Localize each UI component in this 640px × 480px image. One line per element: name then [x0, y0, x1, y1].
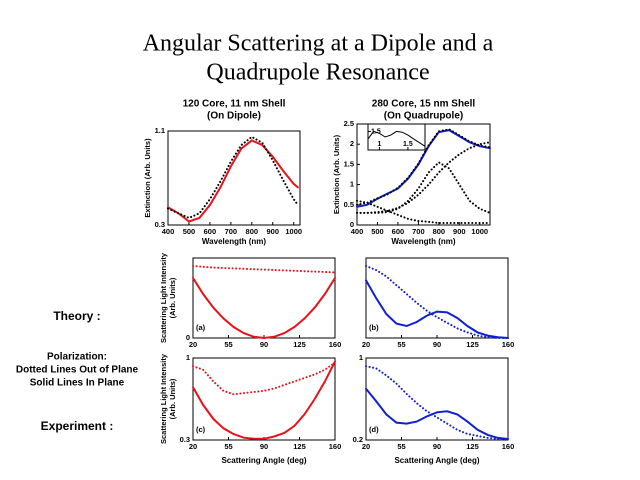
plot-frame	[192, 357, 336, 441]
series-line	[192, 360, 336, 440]
chart-subtitle: (On Quadrupole)	[384, 111, 463, 122]
x-tick-label: 700	[225, 227, 238, 236]
x-axis-label: Scattering Angle (deg)	[221, 456, 306, 465]
y-axis-label: Scattering Light Intensity	[159, 252, 168, 343]
x-tick-label: 600	[204, 227, 217, 236]
chart-title: 120 Core, 11 nm Shell	[183, 99, 286, 110]
y-axis-label: Scattering Light Intensity	[159, 353, 168, 444]
side-label: Polarization:	[47, 352, 107, 363]
x-tick-label: 160	[329, 340, 342, 349]
panel-label: (b)	[369, 323, 379, 332]
y-tick-label: 0	[350, 220, 354, 229]
plot-frame	[365, 357, 509, 441]
chart-title: 280 Core, 15 nm Shell	[372, 99, 476, 110]
x-tick-label: 800	[433, 227, 446, 236]
slide-title: Angular Scattering at a Dipole and a	[143, 31, 494, 57]
y-tick-label: 2	[350, 139, 354, 148]
x-tick-label: 20	[189, 340, 197, 349]
series-line	[365, 279, 509, 339]
x-tick-label: 500	[371, 227, 384, 236]
x-tick-label: 160	[502, 442, 515, 451]
x-tick-label: 90	[433, 340, 441, 349]
plot-frame	[367, 123, 426, 151]
y-axis-label: (Arb. Units)	[168, 378, 177, 419]
x-tick-label: 90	[260, 340, 268, 349]
y-tick-label: 1	[186, 353, 190, 362]
series-line	[356, 199, 491, 224]
series-line	[167, 135, 299, 219]
side-label: Dotted Lines Out of Plane	[16, 365, 139, 376]
x-tick-label: 20	[189, 442, 197, 451]
slide-title: Quadrupole Resonance	[206, 60, 429, 86]
x-tick-label: 90	[433, 442, 441, 451]
x-tick-label: 1.5	[403, 141, 413, 148]
x-tick-label: 900	[453, 227, 466, 236]
series-line	[356, 128, 491, 206]
plot-frame	[167, 130, 301, 226]
x-tick-label: 125	[466, 442, 479, 451]
x-tick-label: 20	[362, 442, 370, 451]
x-tick-label: 700	[412, 227, 425, 236]
x-tick-label: 125	[466, 340, 479, 349]
side-label: Theory :	[53, 309, 100, 323]
series-line	[365, 265, 509, 339]
x-tick-label: 55	[397, 340, 405, 349]
x-tick-label: 160	[329, 442, 342, 451]
side-label: Solid Lines In Plane	[30, 378, 125, 389]
x-tick-label: 160	[502, 340, 515, 349]
x-tick-label: 125	[293, 340, 306, 349]
y-tick-label: 0.3	[155, 220, 165, 229]
y-axis-label: Extinction (Arb. Units)	[332, 134, 341, 214]
series-line	[167, 139, 299, 223]
x-axis-label: Wavelength (nm)	[391, 237, 455, 246]
x-tick-label: 500	[183, 227, 196, 236]
y-tick-label: 1.5	[344, 159, 354, 168]
series-line	[356, 141, 491, 214]
x-tick-label: 1000	[471, 227, 488, 236]
panel-label: (d)	[369, 425, 379, 434]
x-tick-label: 55	[397, 442, 405, 451]
side-label: Experiment :	[41, 419, 114, 433]
series-line	[356, 161, 491, 214]
x-tick-label: 1000	[285, 227, 302, 236]
y-tick-label: 2.5	[344, 119, 354, 128]
series-line	[367, 130, 426, 147]
y-tick-label: 0	[186, 333, 190, 342]
chart-subtitle: (On Dipole)	[207, 111, 261, 122]
x-tick-label: 90	[260, 442, 268, 451]
y-tick-label: 1	[350, 180, 354, 189]
series-line	[192, 277, 336, 340]
x-axis-label: Scattering Angle (deg)	[394, 456, 479, 465]
x-tick-label: 800	[246, 227, 259, 236]
series-line	[365, 365, 509, 441]
series-line	[192, 265, 336, 274]
y-tick-label: 0.3	[180, 435, 190, 444]
x-tick-label: 55	[224, 442, 232, 451]
y-tick-label: 1.1	[155, 126, 165, 135]
series-line	[365, 387, 509, 440]
y-tick-label: 0.5	[344, 200, 354, 209]
x-tick-label: 55	[224, 340, 232, 349]
plot-frame	[365, 257, 509, 339]
x-tick-label: 900	[267, 227, 280, 236]
x-tick-label: 20	[362, 340, 370, 349]
x-tick-label: 600	[392, 227, 405, 236]
x-axis-label: Wavelength (nm)	[202, 237, 266, 246]
panel-label: (a)	[196, 323, 206, 332]
x-tick-label: 400	[162, 227, 175, 236]
x-tick-label: 125	[293, 442, 306, 451]
y-tick-label: 1	[359, 353, 363, 362]
y-axis-label: Extinction (Arb. Units)	[143, 138, 152, 218]
x-tick-label: 400	[351, 227, 364, 236]
y-tick-label: 0.2	[353, 435, 363, 444]
y-axis-label: (Arb. Units)	[168, 277, 177, 318]
x-tick-label: 1	[377, 141, 381, 148]
panel-label: (c)	[196, 425, 206, 434]
